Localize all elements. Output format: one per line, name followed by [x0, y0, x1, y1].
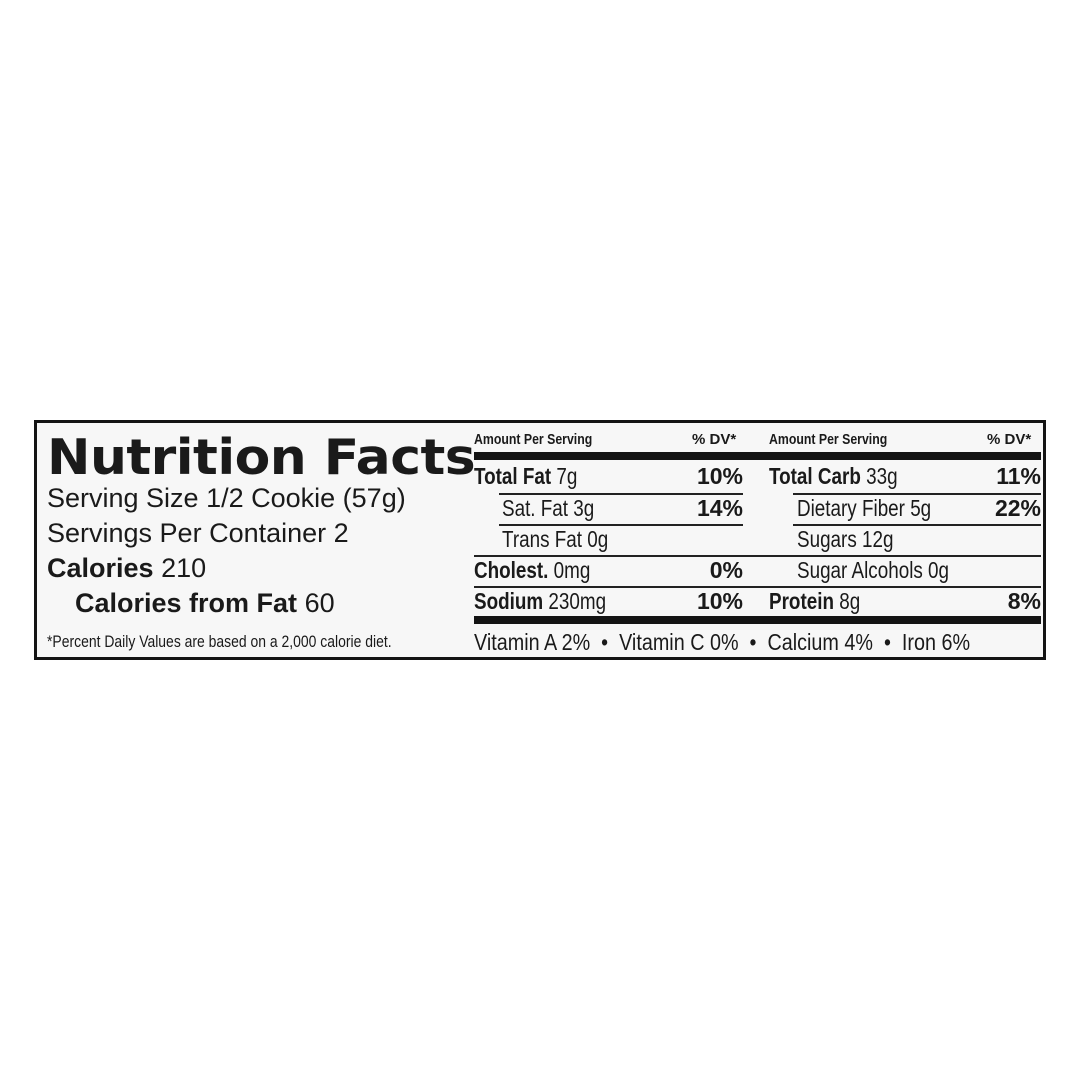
rule — [499, 524, 743, 526]
rule — [793, 493, 1041, 495]
calories-label: Calories — [47, 553, 154, 583]
dv-sat-fat: 14% — [696, 495, 743, 521]
serving-size: Serving Size 1/2 Cookie (57g) — [47, 483, 406, 514]
calories-from-fat-label: Calories from Fat — [75, 588, 298, 618]
servings-label: Servings Per Container — [47, 518, 327, 548]
label: Sodium — [474, 588, 544, 614]
amount: 0mg — [553, 557, 591, 583]
label: Total Fat — [474, 463, 552, 489]
amount: 12g — [861, 526, 894, 552]
label: Sugar Alcohols — [797, 557, 923, 583]
dv-total-carb: 11% — [996, 463, 1041, 489]
servings-value: 2 — [333, 518, 349, 548]
amount: 7g — [556, 463, 578, 489]
row-protein: Protein 8g — [769, 588, 880, 615]
label: Protein — [769, 588, 834, 614]
calories-value: 210 — [161, 553, 207, 583]
nutrition-facts-panel: Nutrition Facts Serving Size 1/2 Cookie … — [34, 420, 1046, 660]
amount: 5g — [910, 495, 932, 521]
header-amount-left-text: Amount Per Serving — [474, 431, 593, 448]
serving-size-label: Serving Size — [47, 483, 199, 513]
rule — [474, 555, 1041, 557]
serving-size-value: 1/2 Cookie (57g) — [206, 483, 406, 513]
rule — [474, 586, 1041, 588]
label: Dietary Fiber — [797, 495, 905, 521]
footnote: *Percent Daily Values are based on a 2,0… — [47, 632, 467, 652]
label: Cholest. — [474, 557, 549, 583]
row-cholesterol: Cholest. 0mg — [474, 557, 616, 584]
dv-total-fat: 10% — [696, 463, 743, 489]
label: Sat. Fat — [502, 495, 569, 521]
row-sodium: Sodium 230mg — [474, 588, 635, 615]
header-amount-left: Amount Per Serving — [474, 431, 618, 448]
calories: Calories 210 — [47, 553, 206, 584]
calories-from-fat-value: 60 — [304, 588, 335, 618]
amount: 33g — [866, 463, 898, 489]
amount: 8g — [839, 588, 861, 614]
rule — [499, 493, 743, 495]
label: Trans Fat — [502, 526, 583, 552]
label: Total Carb — [769, 463, 861, 489]
thick-rule-bottom — [474, 616, 1041, 624]
row-total-fat: Total Fat 7g — [474, 463, 600, 490]
thick-rule-top — [474, 452, 1041, 460]
amount: 230mg — [548, 588, 607, 614]
row-trans-fat: Trans Fat 0g — [502, 526, 632, 553]
dv-sodium: 10% — [696, 588, 743, 614]
vitamins-text: Vitamin A 2% • Vitamin C 0% • Calcium 4%… — [474, 629, 971, 655]
row-sat-fat: Sat. Fat 3g — [502, 495, 615, 522]
header-dv-right: % DV* — [987, 431, 1032, 448]
row-sugar-alcohols: Sugar Alcohols 0g — [797, 557, 982, 584]
header-amount-right-text: Amount Per Serving — [769, 431, 888, 448]
amount: 0g — [928, 557, 950, 583]
header-dv-left: % DV* — [692, 431, 737, 448]
amount: 0g — [587, 526, 609, 552]
label: Sugars — [797, 526, 857, 552]
rule — [793, 524, 1041, 526]
row-sugars: Sugars 12g — [797, 526, 915, 553]
servings-per-container: Servings Per Container 2 — [47, 518, 349, 549]
dv-cholesterol: 0% — [709, 557, 743, 583]
title: Nutrition Facts — [47, 429, 476, 486]
dv-protein: 8% — [1007, 588, 1041, 614]
dv-dietary-fiber: 22% — [994, 495, 1041, 521]
amount: 3g — [573, 495, 595, 521]
footnote-text: *Percent Daily Values are based on a 2,0… — [47, 632, 392, 651]
row-total-carb: Total Carb 33g — [769, 463, 926, 490]
calories-from-fat: Calories from Fat 60 — [75, 588, 335, 619]
vitamins-line: Vitamin A 2% • Vitamin C 0% • Calcium 4%… — [474, 629, 1051, 656]
row-dietary-fiber: Dietary Fiber 5g — [797, 495, 961, 522]
header-amount-right: Amount Per Serving — [769, 431, 913, 448]
